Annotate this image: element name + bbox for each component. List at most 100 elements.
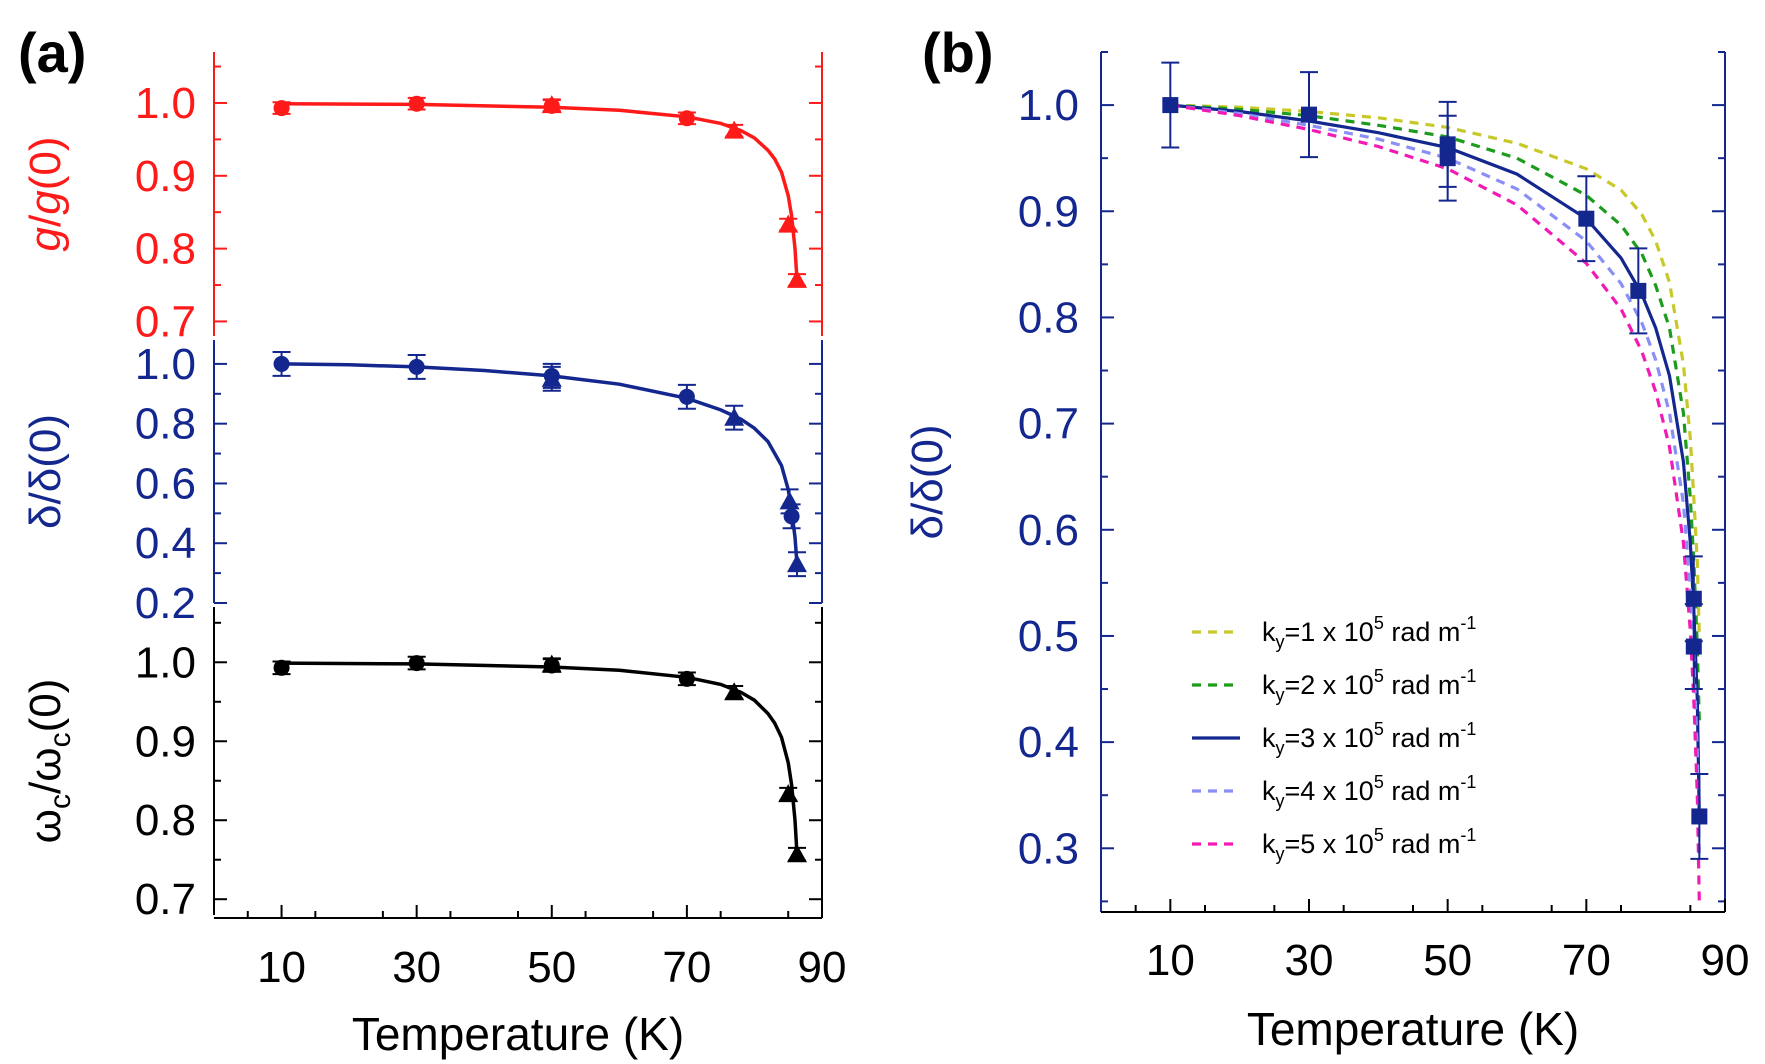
y-tick-label: 0.8 bbox=[135, 796, 196, 845]
panel-label: (b) bbox=[922, 21, 994, 84]
legend-label: ky=5 x 105 rad m-1 bbox=[1262, 825, 1476, 864]
y-tick-label: 0.6 bbox=[1018, 506, 1079, 555]
y-tick-label: 0.3 bbox=[1018, 824, 1079, 873]
x-tick-label: 10 bbox=[1146, 936, 1195, 985]
triangle-marker bbox=[779, 491, 800, 510]
legend-text: k bbox=[1262, 829, 1276, 859]
y-tick-label: 0.7 bbox=[135, 875, 196, 924]
y-tick-label: 0.7 bbox=[135, 297, 196, 346]
y-title-part: g bbox=[21, 226, 70, 251]
x-axis-title: Temperature (K) bbox=[352, 1008, 684, 1060]
square-marker bbox=[1691, 808, 1708, 825]
legend-label: ky=2 x 105 rad m-1 bbox=[1262, 666, 1476, 705]
legend-text: =5 x 10 bbox=[1285, 829, 1374, 859]
legend-text: rad m bbox=[1384, 776, 1461, 806]
triangle-marker bbox=[541, 654, 562, 673]
legend-text: =1 x 10 bbox=[1285, 617, 1374, 647]
circle-marker bbox=[678, 388, 695, 405]
y-axis-title: g/g(0) bbox=[21, 137, 70, 252]
square-marker bbox=[1685, 638, 1702, 655]
panel-b: (b) 0.3 0.4 0.5 0.6 0.7 0.8 0.9 1.0 δ/δ(0) 10 30 50 7… bbox=[903, 21, 1749, 1055]
square-marker bbox=[1301, 106, 1317, 123]
legend-superscript: 5 bbox=[1374, 613, 1384, 633]
legend: ky=1 x 105 rad m-1ky=2 x 105 rad m-1ky=3… bbox=[1192, 613, 1476, 864]
triangle-marker bbox=[787, 844, 808, 863]
series-line-3 bbox=[1170, 103, 1701, 817]
x-tick-label: 50 bbox=[527, 943, 576, 992]
y-tick-label: 0.6 bbox=[135, 459, 196, 508]
triangle-marker bbox=[541, 95, 562, 114]
y-title-part: /ω bbox=[21, 747, 70, 794]
y-axis-title: δ/δ(0) bbox=[21, 414, 70, 529]
circle-marker bbox=[783, 508, 800, 525]
legend-text: rad m bbox=[1384, 723, 1461, 753]
y-tick-label: 1.0 bbox=[135, 79, 196, 128]
y-title-part: c bbox=[44, 732, 77, 747]
square-marker bbox=[1630, 282, 1647, 299]
square-marker bbox=[1162, 97, 1179, 114]
y-tick-label: 0.4 bbox=[1018, 718, 1079, 767]
x-tick-label: 90 bbox=[1701, 936, 1750, 985]
fit-curve bbox=[281, 661, 799, 855]
y-tick-label: 0.8 bbox=[1018, 293, 1079, 342]
x-tick-label: 70 bbox=[1562, 936, 1611, 985]
y-tick-label: 0.5 bbox=[1018, 612, 1079, 661]
circle-marker bbox=[678, 110, 695, 127]
panel-a: (a)0.70.80.91.0g/g(0)0.20.40.60.81.0δ/δ(… bbox=[18, 21, 846, 1060]
x-tick-label: 30 bbox=[1285, 936, 1334, 985]
legend-text: rad m bbox=[1384, 617, 1461, 647]
circle-marker bbox=[678, 670, 695, 687]
x-axis-a: 10 30 50 70 90 Temperature (K) bbox=[214, 905, 846, 1060]
legend-subscript: y bbox=[1276, 791, 1285, 811]
x-tick-label: 30 bbox=[392, 943, 441, 992]
legend-text: k bbox=[1262, 617, 1276, 647]
legend-subscript: y bbox=[1276, 685, 1285, 705]
subplot-2: 0.2 0.4 0.6 0.8 1.0 δ/δ(0) bbox=[21, 340, 823, 628]
square-marker bbox=[1685, 590, 1702, 607]
y-title-part: ω bbox=[21, 809, 70, 843]
legend-text: =2 x 10 bbox=[1285, 670, 1374, 700]
circle-marker bbox=[273, 659, 290, 676]
y-tick-label: 0.8 bbox=[135, 400, 196, 449]
legend-superscript: 5 bbox=[1374, 719, 1384, 739]
legend-subscript: y bbox=[1276, 738, 1285, 758]
legend-superscript: -1 bbox=[1460, 613, 1476, 633]
subplot-3: 0.70.80.91.0ωc/ωc(0) bbox=[21, 607, 823, 924]
legend-subscript: y bbox=[1276, 632, 1285, 652]
legend-text: rad m bbox=[1384, 670, 1461, 700]
panel-label: (a) bbox=[18, 21, 86, 84]
triangle-marker bbox=[724, 682, 745, 701]
x-tick-label: 10 bbox=[257, 943, 306, 992]
y-tick-label: 1.0 bbox=[135, 638, 196, 687]
x-tick-label: 50 bbox=[1423, 936, 1472, 985]
y-tick-label: 0.7 bbox=[1018, 400, 1079, 449]
legend-superscript: 5 bbox=[1374, 772, 1384, 792]
x-tick-label: 70 bbox=[662, 943, 711, 992]
triangle-marker bbox=[724, 120, 745, 139]
y-tick-label: 1.0 bbox=[1018, 81, 1079, 130]
x-tick-label: 90 bbox=[798, 943, 847, 992]
legend-superscript: 5 bbox=[1374, 666, 1384, 686]
legend-superscript: -1 bbox=[1460, 825, 1476, 845]
legend-text: k bbox=[1262, 776, 1276, 806]
triangle-marker bbox=[778, 214, 799, 233]
legend-superscript: 5 bbox=[1374, 825, 1384, 845]
legend-text: rad m bbox=[1384, 829, 1461, 859]
square-marker bbox=[1578, 210, 1595, 227]
series-line-1 bbox=[1170, 103, 1701, 637]
legend-superscript: -1 bbox=[1460, 772, 1476, 792]
subplot-1: 0.70.80.91.0g/g(0) bbox=[21, 52, 823, 346]
triangle-marker bbox=[787, 554, 808, 573]
triangle-marker bbox=[787, 269, 808, 288]
fit-curve bbox=[281, 362, 799, 565]
y-title-part: (0) bbox=[21, 679, 70, 733]
triangle-marker bbox=[724, 407, 745, 426]
circle-marker bbox=[408, 95, 425, 112]
legend-label: ky=3 x 105 rad m-1 bbox=[1262, 719, 1476, 758]
triangle-marker bbox=[541, 368, 562, 387]
series-line-5 bbox=[1170, 103, 1701, 902]
legend-text: k bbox=[1262, 723, 1276, 753]
circle-marker bbox=[408, 655, 425, 672]
y-tick-label: 0.4 bbox=[135, 519, 196, 568]
